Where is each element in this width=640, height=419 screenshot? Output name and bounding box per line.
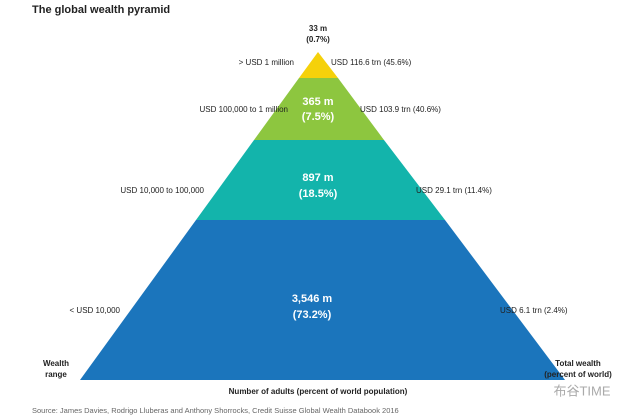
total-wealth: USD 116.6 trn (45.6%) [331,58,412,67]
total-wealth: USD 29.1 trn (11.4%) [416,186,492,195]
tier-share: (0.7%) [306,35,330,44]
tier-top [299,52,338,78]
title: The global wealth pyramid [32,4,170,16]
watermark: 布谷TIME [553,383,610,398]
wealth-range: USD 100,000 to 1 million [200,105,289,114]
right-label: Total wealth [555,359,601,368]
tier-2 [254,78,384,140]
tier-adults: 897 m [302,172,333,184]
tier-share: (73.2%) [293,309,332,321]
wealth-range: USD 10,000 to 100,000 [120,186,204,195]
right-label: (percent of world) [544,370,612,379]
bottom-label: Number of adults (percent of world popul… [229,387,408,396]
source: Source: James Davies, Rodrigo Lluberas a… [32,406,399,415]
tier-share: (18.5%) [299,188,338,200]
left-label: range [45,370,67,379]
total-wealth: USD 103.9 trn (40.6%) [360,105,441,114]
wealth-range: < USD 10,000 [70,306,121,315]
tier-adults: 365 m [302,96,333,108]
tier-adults: 33 m [309,24,327,33]
tier-base [80,220,565,380]
tier-3 [196,140,445,220]
total-wealth: USD 6.1 trn (2.4%) [500,306,568,315]
tier-share: (7.5%) [302,111,335,123]
left-label: Wealth [43,359,69,368]
tier-adults: 3,546 m [292,293,333,305]
wealth-range: > USD 1 million [239,58,294,67]
